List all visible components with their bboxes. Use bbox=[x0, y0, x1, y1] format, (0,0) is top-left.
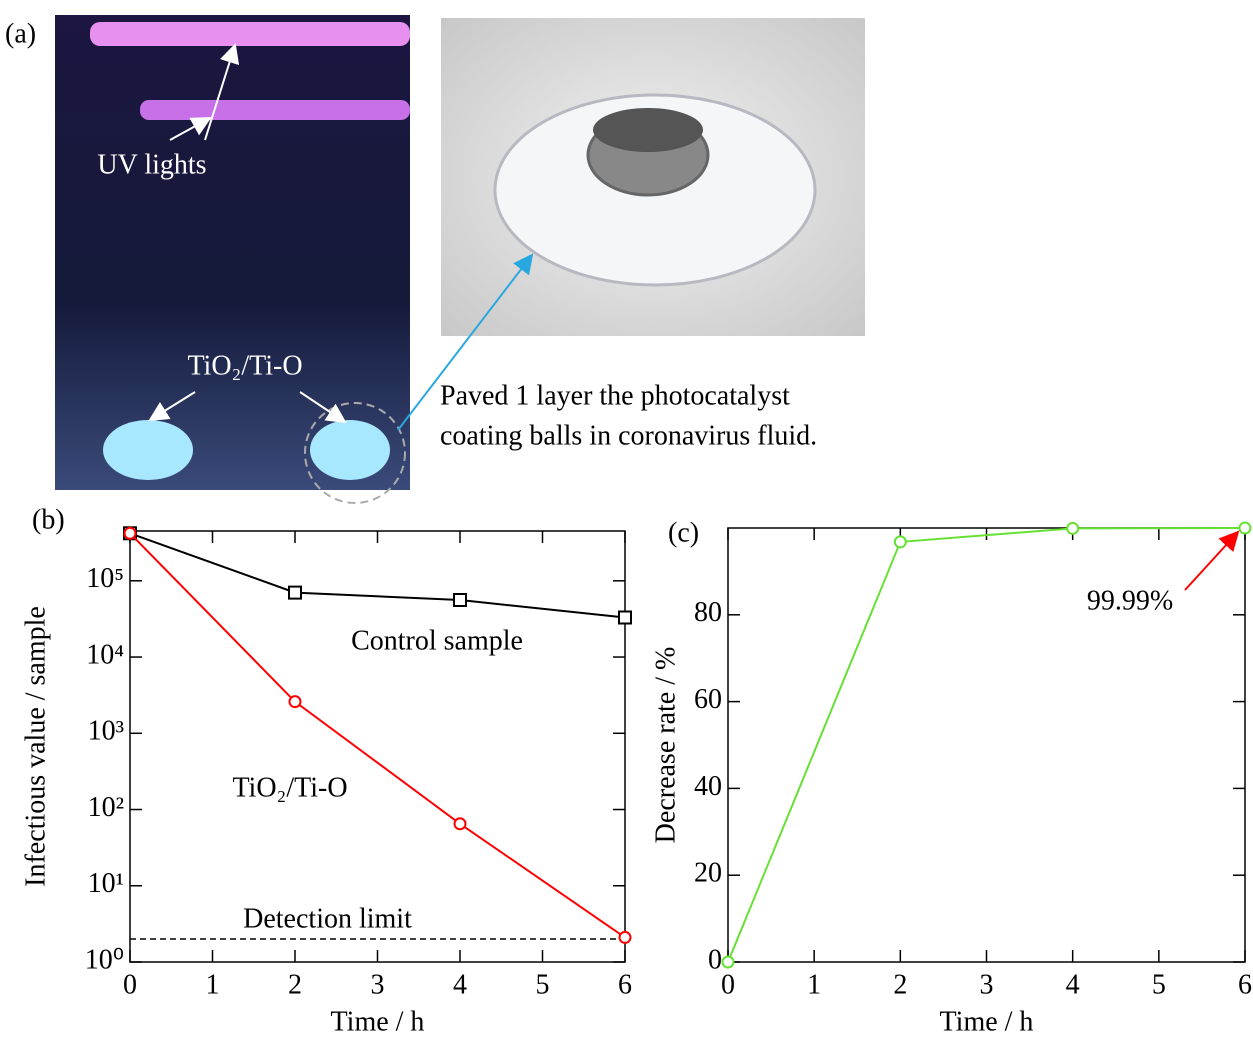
y-axis-label: Infectious value / sample bbox=[20, 606, 51, 887]
x-tick-label: 2 bbox=[893, 969, 907, 1000]
panel-label: (c) bbox=[668, 517, 699, 548]
y-tick-label: 0 bbox=[708, 944, 722, 975]
y-tick-label: 40 bbox=[694, 771, 722, 802]
x-axis-label: Time / h bbox=[331, 1006, 425, 1037]
detection-limit-label: Detection limit bbox=[243, 903, 412, 934]
photo-petri-dish bbox=[441, 18, 865, 336]
marker bbox=[619, 612, 631, 624]
panel-label: (b) bbox=[32, 504, 65, 535]
sample-label: TiO₂/Ti-O bbox=[187, 350, 302, 381]
x-tick-label: 3 bbox=[371, 969, 385, 1000]
y-tick-label: 60 bbox=[694, 684, 722, 715]
y-tick-label: 10⁴ bbox=[86, 639, 124, 670]
series-line bbox=[130, 533, 625, 937]
y-tick-label: 80 bbox=[694, 597, 722, 628]
marker bbox=[454, 594, 466, 606]
caption-line: coating balls in coronavirus fluid. bbox=[440, 420, 817, 451]
series-line bbox=[130, 533, 625, 617]
x-axis-label: Time / h bbox=[940, 1006, 1034, 1037]
x-tick-label: 0 bbox=[123, 969, 137, 1000]
y-tick-label: 10⁰ bbox=[85, 944, 124, 975]
x-tick-label: 4 bbox=[1066, 969, 1080, 1000]
x-tick-label: 6 bbox=[1238, 969, 1252, 1000]
x-tick-label: 5 bbox=[536, 969, 550, 1000]
photo-uv-chamber bbox=[55, 15, 410, 503]
y-tick-label: 10² bbox=[88, 792, 124, 823]
marker bbox=[455, 818, 466, 829]
x-tick-label: 4 bbox=[453, 969, 467, 1000]
marker bbox=[620, 932, 631, 943]
panel-label: (a) bbox=[5, 18, 36, 49]
x-tick-label: 5 bbox=[1152, 969, 1166, 1000]
figure: (a) UV lights TiO₂/Ti-O Paved 1 layer th… bbox=[0, 0, 1253, 1038]
marker bbox=[1067, 523, 1078, 534]
caption-line: Paved 1 layer the photocatalyst bbox=[440, 380, 790, 411]
y-tick-label: 10¹ bbox=[88, 868, 124, 899]
marker bbox=[895, 536, 906, 547]
annotation-arrow bbox=[1185, 532, 1238, 590]
annotation: 99.99% bbox=[1087, 585, 1173, 616]
y-tick-label: 20 bbox=[694, 858, 722, 889]
uv-label: UV lights bbox=[97, 149, 206, 180]
x-tick-label: 3 bbox=[980, 969, 994, 1000]
marker bbox=[1240, 523, 1251, 534]
y-axis-label: Decrease rate / % bbox=[650, 647, 681, 844]
y-tick-label: 10³ bbox=[88, 716, 124, 747]
series-label: TiO₂/Ti-O bbox=[232, 772, 347, 803]
y-tick-label: 10⁵ bbox=[86, 563, 124, 594]
x-tick-label: 2 bbox=[288, 969, 302, 1000]
marker bbox=[125, 528, 136, 539]
x-tick-label: 1 bbox=[807, 969, 821, 1000]
x-tick-label: 1 bbox=[206, 969, 220, 1000]
marker bbox=[290, 696, 301, 707]
series-label: Control sample bbox=[351, 625, 523, 656]
x-tick-label: 6 bbox=[618, 969, 632, 1000]
marker bbox=[723, 957, 734, 968]
marker bbox=[289, 587, 301, 599]
x-tick-label: 0 bbox=[721, 969, 735, 1000]
